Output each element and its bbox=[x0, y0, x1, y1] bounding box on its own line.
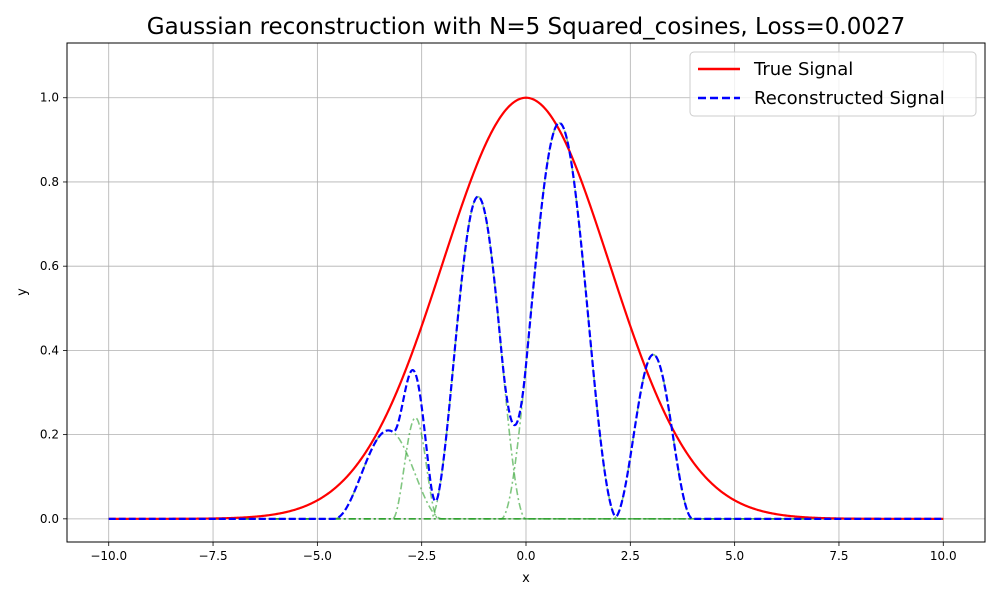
x-tick-label: −7.5 bbox=[198, 549, 227, 563]
y-tick-label: 0.4 bbox=[40, 343, 59, 357]
legend: True Signal Reconstructed Signal bbox=[689, 51, 977, 117]
axis-ticks: −10.0 −7.5 −5.0 −2.5 0.0 2.5 5.0 7.5 10.0 0.0 0.2 0… bbox=[40, 91, 957, 563]
x-tick-label: 7.5 bbox=[829, 549, 848, 563]
x-tick-label: 5.0 bbox=[725, 549, 744, 563]
x-tick-label: −10.0 bbox=[90, 549, 127, 563]
grid-lines bbox=[67, 43, 985, 542]
component-line-5 bbox=[108, 353, 944, 520]
chart-title: Gaussian reconstruction with N=5 Squared… bbox=[147, 14, 906, 40]
true-signal-line bbox=[108, 96, 944, 520]
x-tick-label: 2.5 bbox=[621, 549, 640, 563]
y-tick-label: 0.0 bbox=[40, 512, 59, 526]
legend-label-reconstructed-signal: Reconstructed Signal bbox=[754, 88, 945, 109]
x-axis-label: x bbox=[522, 571, 530, 586]
x-tick-label: −2.5 bbox=[407, 549, 436, 563]
legend-box bbox=[689, 51, 977, 117]
y-tick-label: 0.8 bbox=[40, 175, 59, 189]
y-tick-label: 0.2 bbox=[40, 428, 59, 442]
data-series bbox=[108, 96, 944, 520]
x-tick-label: −5.0 bbox=[303, 549, 332, 563]
y-tick-label: 1.0 bbox=[40, 91, 59, 105]
y-axis-label: y bbox=[15, 288, 30, 296]
x-tick-label: 10.0 bbox=[930, 549, 957, 563]
y-tick-label: 0.6 bbox=[40, 259, 59, 273]
reconstructed-signal-line bbox=[108, 121, 944, 520]
legend-label-true-signal: True Signal bbox=[753, 59, 853, 80]
x-tick-label: 0.0 bbox=[516, 549, 535, 563]
